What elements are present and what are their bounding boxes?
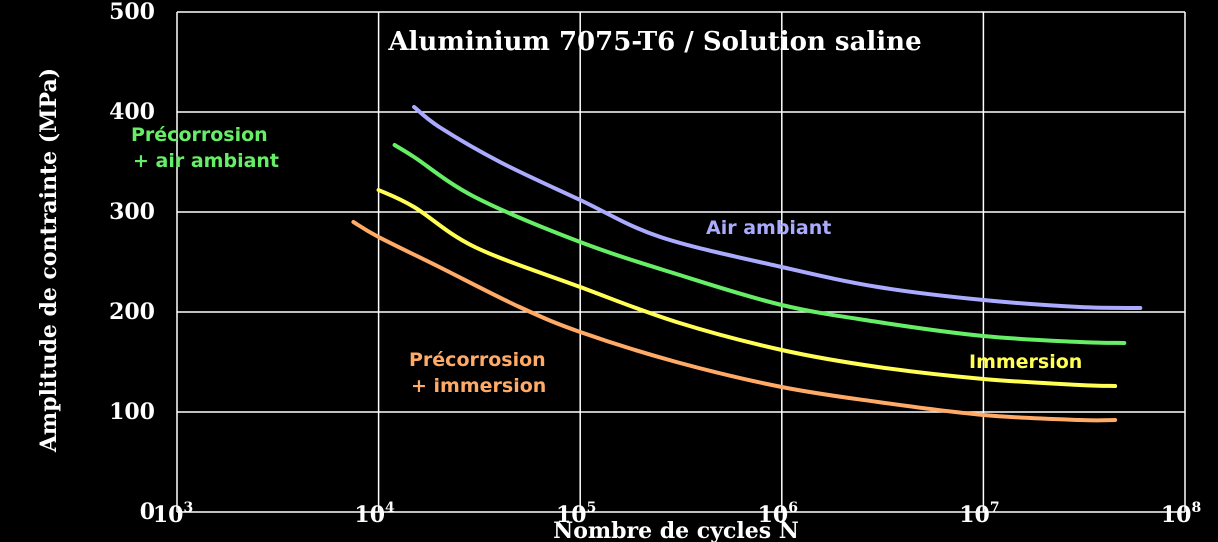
x-tick-label: 103	[153, 500, 193, 528]
series-line	[376, 188, 1118, 388]
x-tick-label: 105	[556, 500, 596, 528]
y-tick-labels: 0 100 200 300 400 500	[109, 0, 155, 525]
y-tick-label: 500	[109, 0, 155, 25]
grid	[176, 11, 1186, 513]
series-label: + immersion	[411, 375, 546, 397]
x-axis-label: Nombre de cycles N	[553, 518, 799, 542]
chart-title: Aluminium 7075-T6 / Solution saline	[387, 27, 921, 57]
x-tick-label: 104	[354, 500, 395, 528]
series-label: Précorrosion	[131, 124, 268, 146]
x-tick-labels: 103 104 105 106 107 108	[153, 500, 1201, 528]
y-tick-label: 400	[109, 99, 155, 125]
series-line	[392, 143, 1127, 345]
series-label: Immersion	[969, 351, 1082, 373]
series-labels: Air ambiant Précorrosion + air ambiant Imme…	[131, 124, 1082, 397]
y-tick-label: 100	[109, 399, 155, 425]
y-axis-label: Amplitude de contrainte (MPa)	[36, 68, 62, 453]
series-label: + air ambiant	[133, 150, 279, 172]
series-label: Air ambiant	[706, 217, 831, 239]
x-tick-label: 106	[758, 500, 798, 528]
x-tick-label: 108	[1161, 500, 1201, 528]
series-line	[351, 220, 1118, 423]
y-tick-label: 0	[140, 499, 155, 525]
y-tick-label: 200	[109, 299, 155, 325]
series-lines	[351, 105, 1143, 423]
x-tick-label: 107	[959, 500, 999, 528]
y-tick-label: 300	[109, 199, 155, 225]
series-label: Précorrosion	[409, 349, 546, 371]
series-line	[412, 105, 1143, 310]
